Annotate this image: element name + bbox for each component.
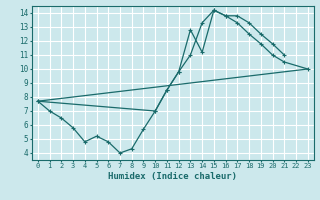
X-axis label: Humidex (Indice chaleur): Humidex (Indice chaleur) [108,172,237,181]
